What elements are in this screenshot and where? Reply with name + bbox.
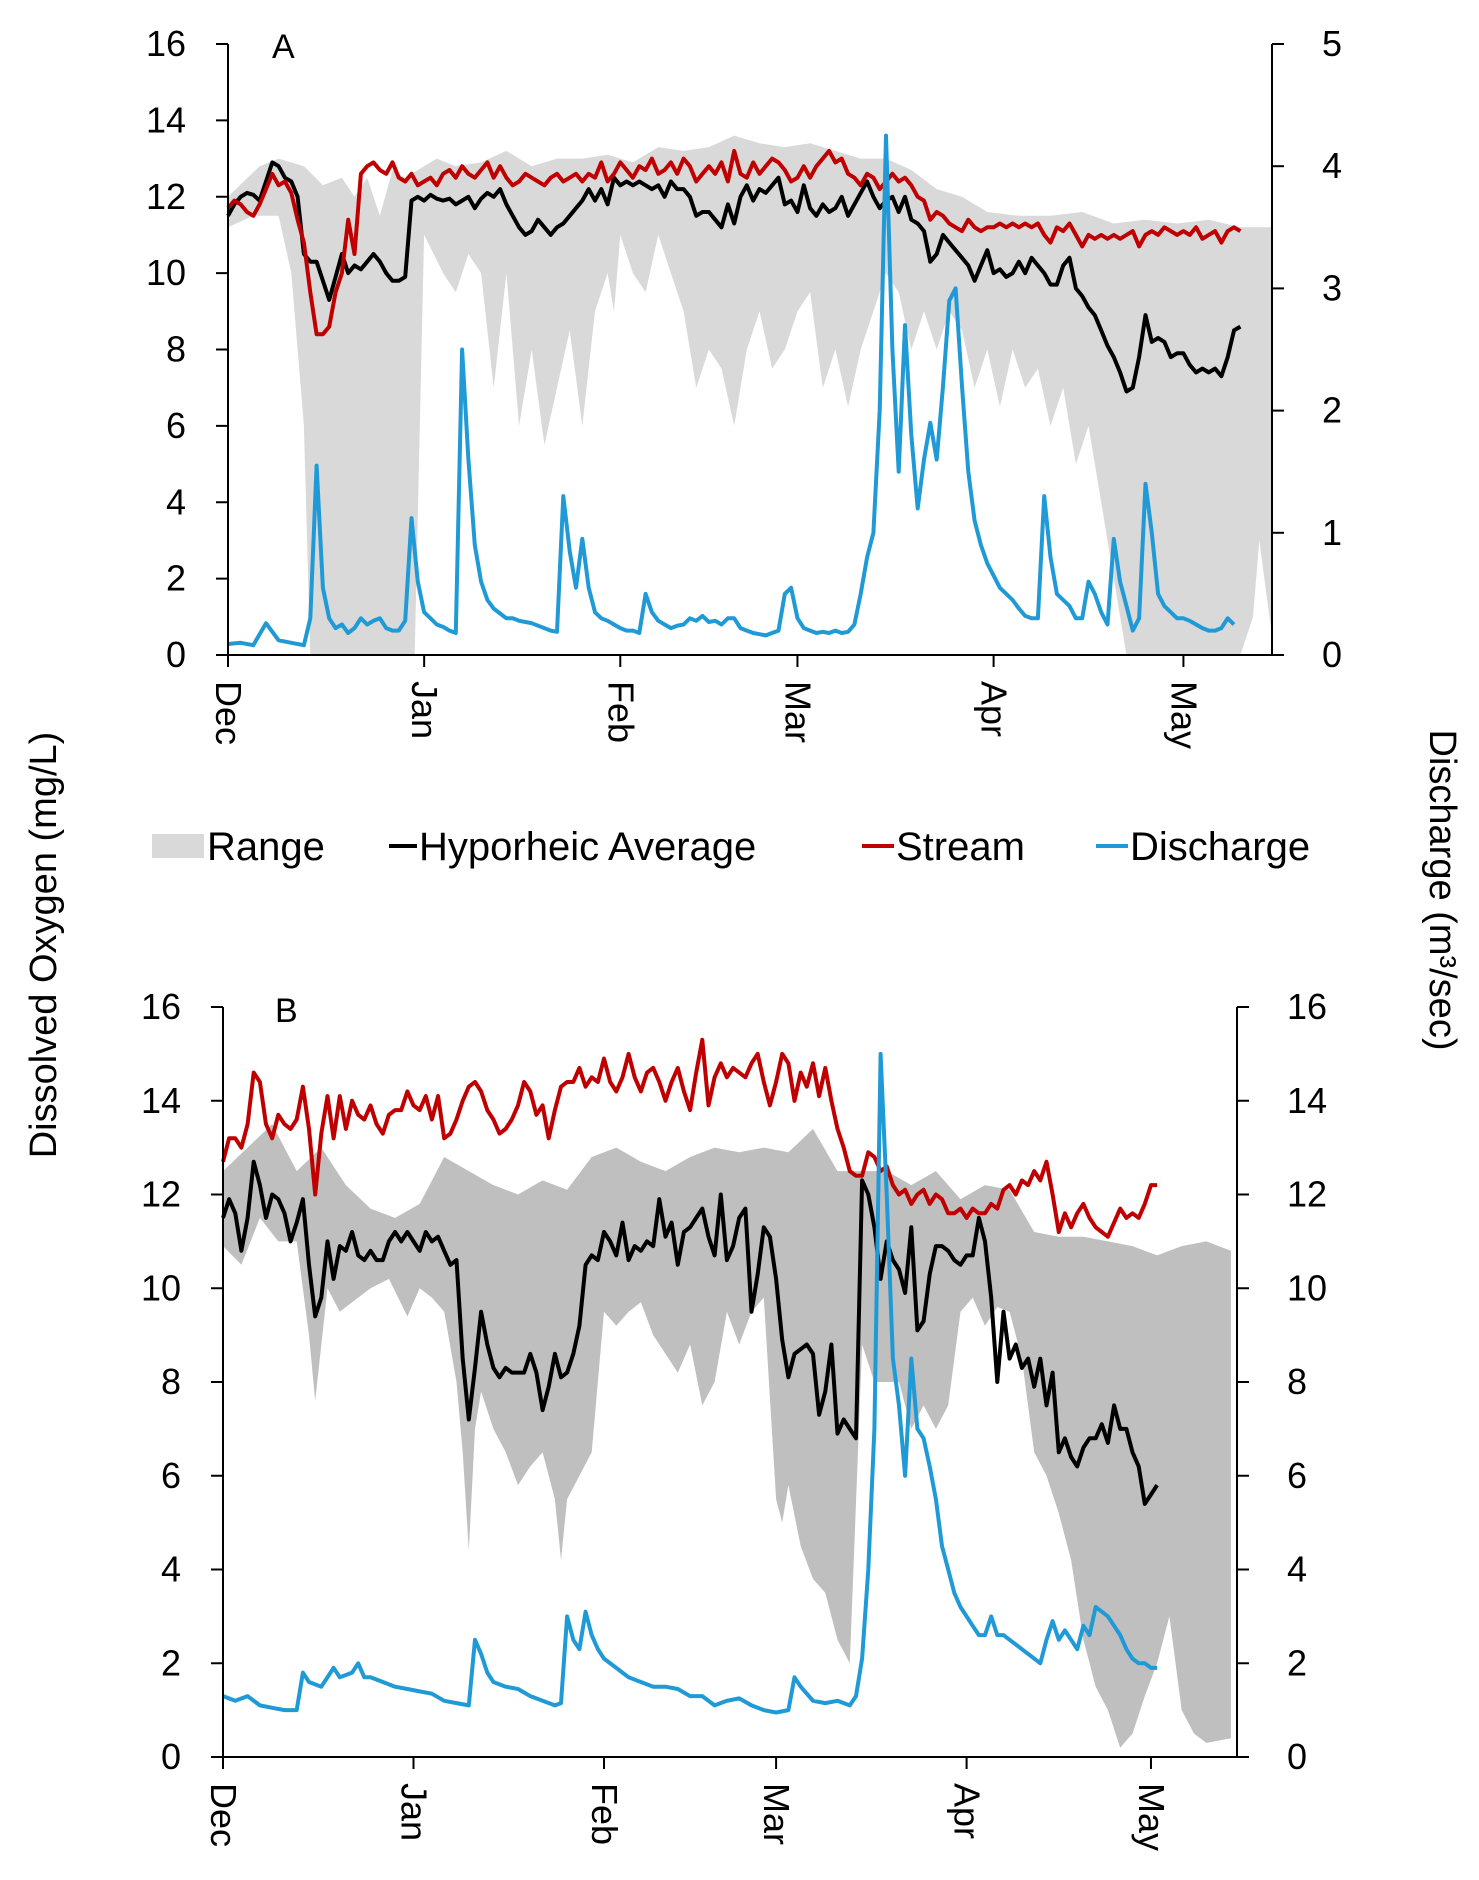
panel-a-left-tick-label: 12 [146, 176, 186, 217]
panel-b-x-tick-label: Feb [584, 1783, 625, 1845]
legend: Range Hyporheic Average Stream Discharge [152, 825, 1310, 869]
panel-b-right-tick-label: 12 [1287, 1174, 1327, 1215]
legend-range-label: Range [207, 825, 325, 869]
panel-b-discharge-line [222, 1051, 1158, 1715]
panel-b-range-band [223, 1124, 1231, 1748]
panel-a-hyporheic-line [226, 160, 1242, 394]
panel-b-left-tick-label: 0 [161, 1736, 181, 1777]
panel-a-x-tick-label: May [1163, 681, 1204, 749]
panel-a-range-band [228, 135, 1272, 656]
panel-a-left-tick-label: 6 [166, 405, 186, 446]
panel-a-right-tick-label: 5 [1322, 23, 1342, 64]
panel-a-stream-line [226, 148, 1242, 337]
panel-b-axes: 0 2 4 6 8 10 12 14 16 0 2 4 6 8 10 12 14 16 Dec Jan Feb Mar Ap… [141, 986, 1327, 1851]
panel-b-stream-line [221, 1037, 1158, 1239]
legend-range-swatch [152, 834, 204, 858]
panel-b-left-tick-label: 2 [161, 1642, 181, 1683]
panel-b-right-tick-label: 6 [1287, 1455, 1307, 1496]
panel-b-right-tick-label: 0 [1287, 1736, 1307, 1777]
panel-a-right-tick-label: 0 [1322, 634, 1342, 675]
right-axis-title: Discharge (m³/sec) [1421, 730, 1463, 1051]
panel-b-left-tick-label: 14 [141, 1080, 181, 1121]
panel-a-x-tick-label: Mar [777, 681, 818, 743]
panel-a-left-tick-label: 2 [166, 558, 186, 599]
panel-a-x-tick-label: Dec [208, 681, 249, 745]
panel-a-left-tick-label: 10 [146, 252, 186, 293]
panel-b-left-tick-label: 10 [141, 1267, 181, 1308]
panel-a-x-tick-label: Apr [974, 681, 1015, 737]
legend-stream-label: Stream [896, 825, 1025, 869]
panel-a-left-tick-label: 8 [166, 329, 186, 370]
panel-b-x-tick-label: Jan [394, 1783, 435, 1841]
panel-b-x-tick-label: Apr [947, 1783, 988, 1839]
panel-a-left-tick-label: 14 [146, 99, 186, 140]
panel-b-x-tick-label: May [1131, 1783, 1172, 1851]
panel-a-x-tick-label: Feb [600, 681, 641, 743]
left-axis-title: Dissolved Oxygen (mg/L) [23, 732, 65, 1159]
panel-a-label: A [272, 28, 295, 66]
panel-b-right-tick-label: 14 [1287, 1080, 1327, 1121]
panel-a-right-tick-label: 2 [1322, 390, 1342, 431]
panel-a-right-tick-label: 3 [1322, 267, 1342, 308]
panel-b: 0 2 4 6 8 10 12 14 16 0 2 4 6 8 10 12 14 16 Dec Jan Feb Mar Ap… [141, 986, 1327, 1851]
panel-b-right-tick-label: 4 [1287, 1549, 1307, 1590]
panel-a-left-tick-label: 4 [166, 481, 186, 522]
panel-b-right-tick-label: 10 [1287, 1267, 1327, 1308]
legend-discharge-label: Discharge [1130, 825, 1310, 869]
panel-b-left-tick-label: 4 [161, 1549, 181, 1590]
panel-b-right-tick-label: 16 [1287, 986, 1327, 1027]
panel-b-left-tick-label: 12 [141, 1174, 181, 1215]
panel-b-left-tick-label: 6 [161, 1455, 181, 1496]
panel-a-left-tick-label: 16 [146, 23, 186, 64]
panel-b-label: B [275, 992, 298, 1030]
panel-b-x-tick-label: Dec [203, 1783, 244, 1847]
panel-b-left-tick-label: 8 [161, 1361, 181, 1402]
panel-b-x-tick-label: Mar [756, 1783, 797, 1845]
panel-a-x-tick-label: Jan [404, 681, 445, 739]
panel-b-left-tick-label: 16 [141, 986, 181, 1027]
panel-a-left-tick-label: 0 [166, 634, 186, 675]
legend-hyporheic-label: Hyporheic Average [419, 825, 756, 869]
panel-b-hyporheic-line [221, 1159, 1159, 1506]
panel-b-right-tick-label: 8 [1287, 1361, 1307, 1402]
panel-a-discharge-line [227, 133, 1236, 648]
panel-b-right-tick-label: 2 [1287, 1642, 1307, 1683]
panel-a-right-tick-label: 1 [1322, 512, 1342, 553]
panel-a-right-tick-label: 4 [1322, 145, 1342, 186]
